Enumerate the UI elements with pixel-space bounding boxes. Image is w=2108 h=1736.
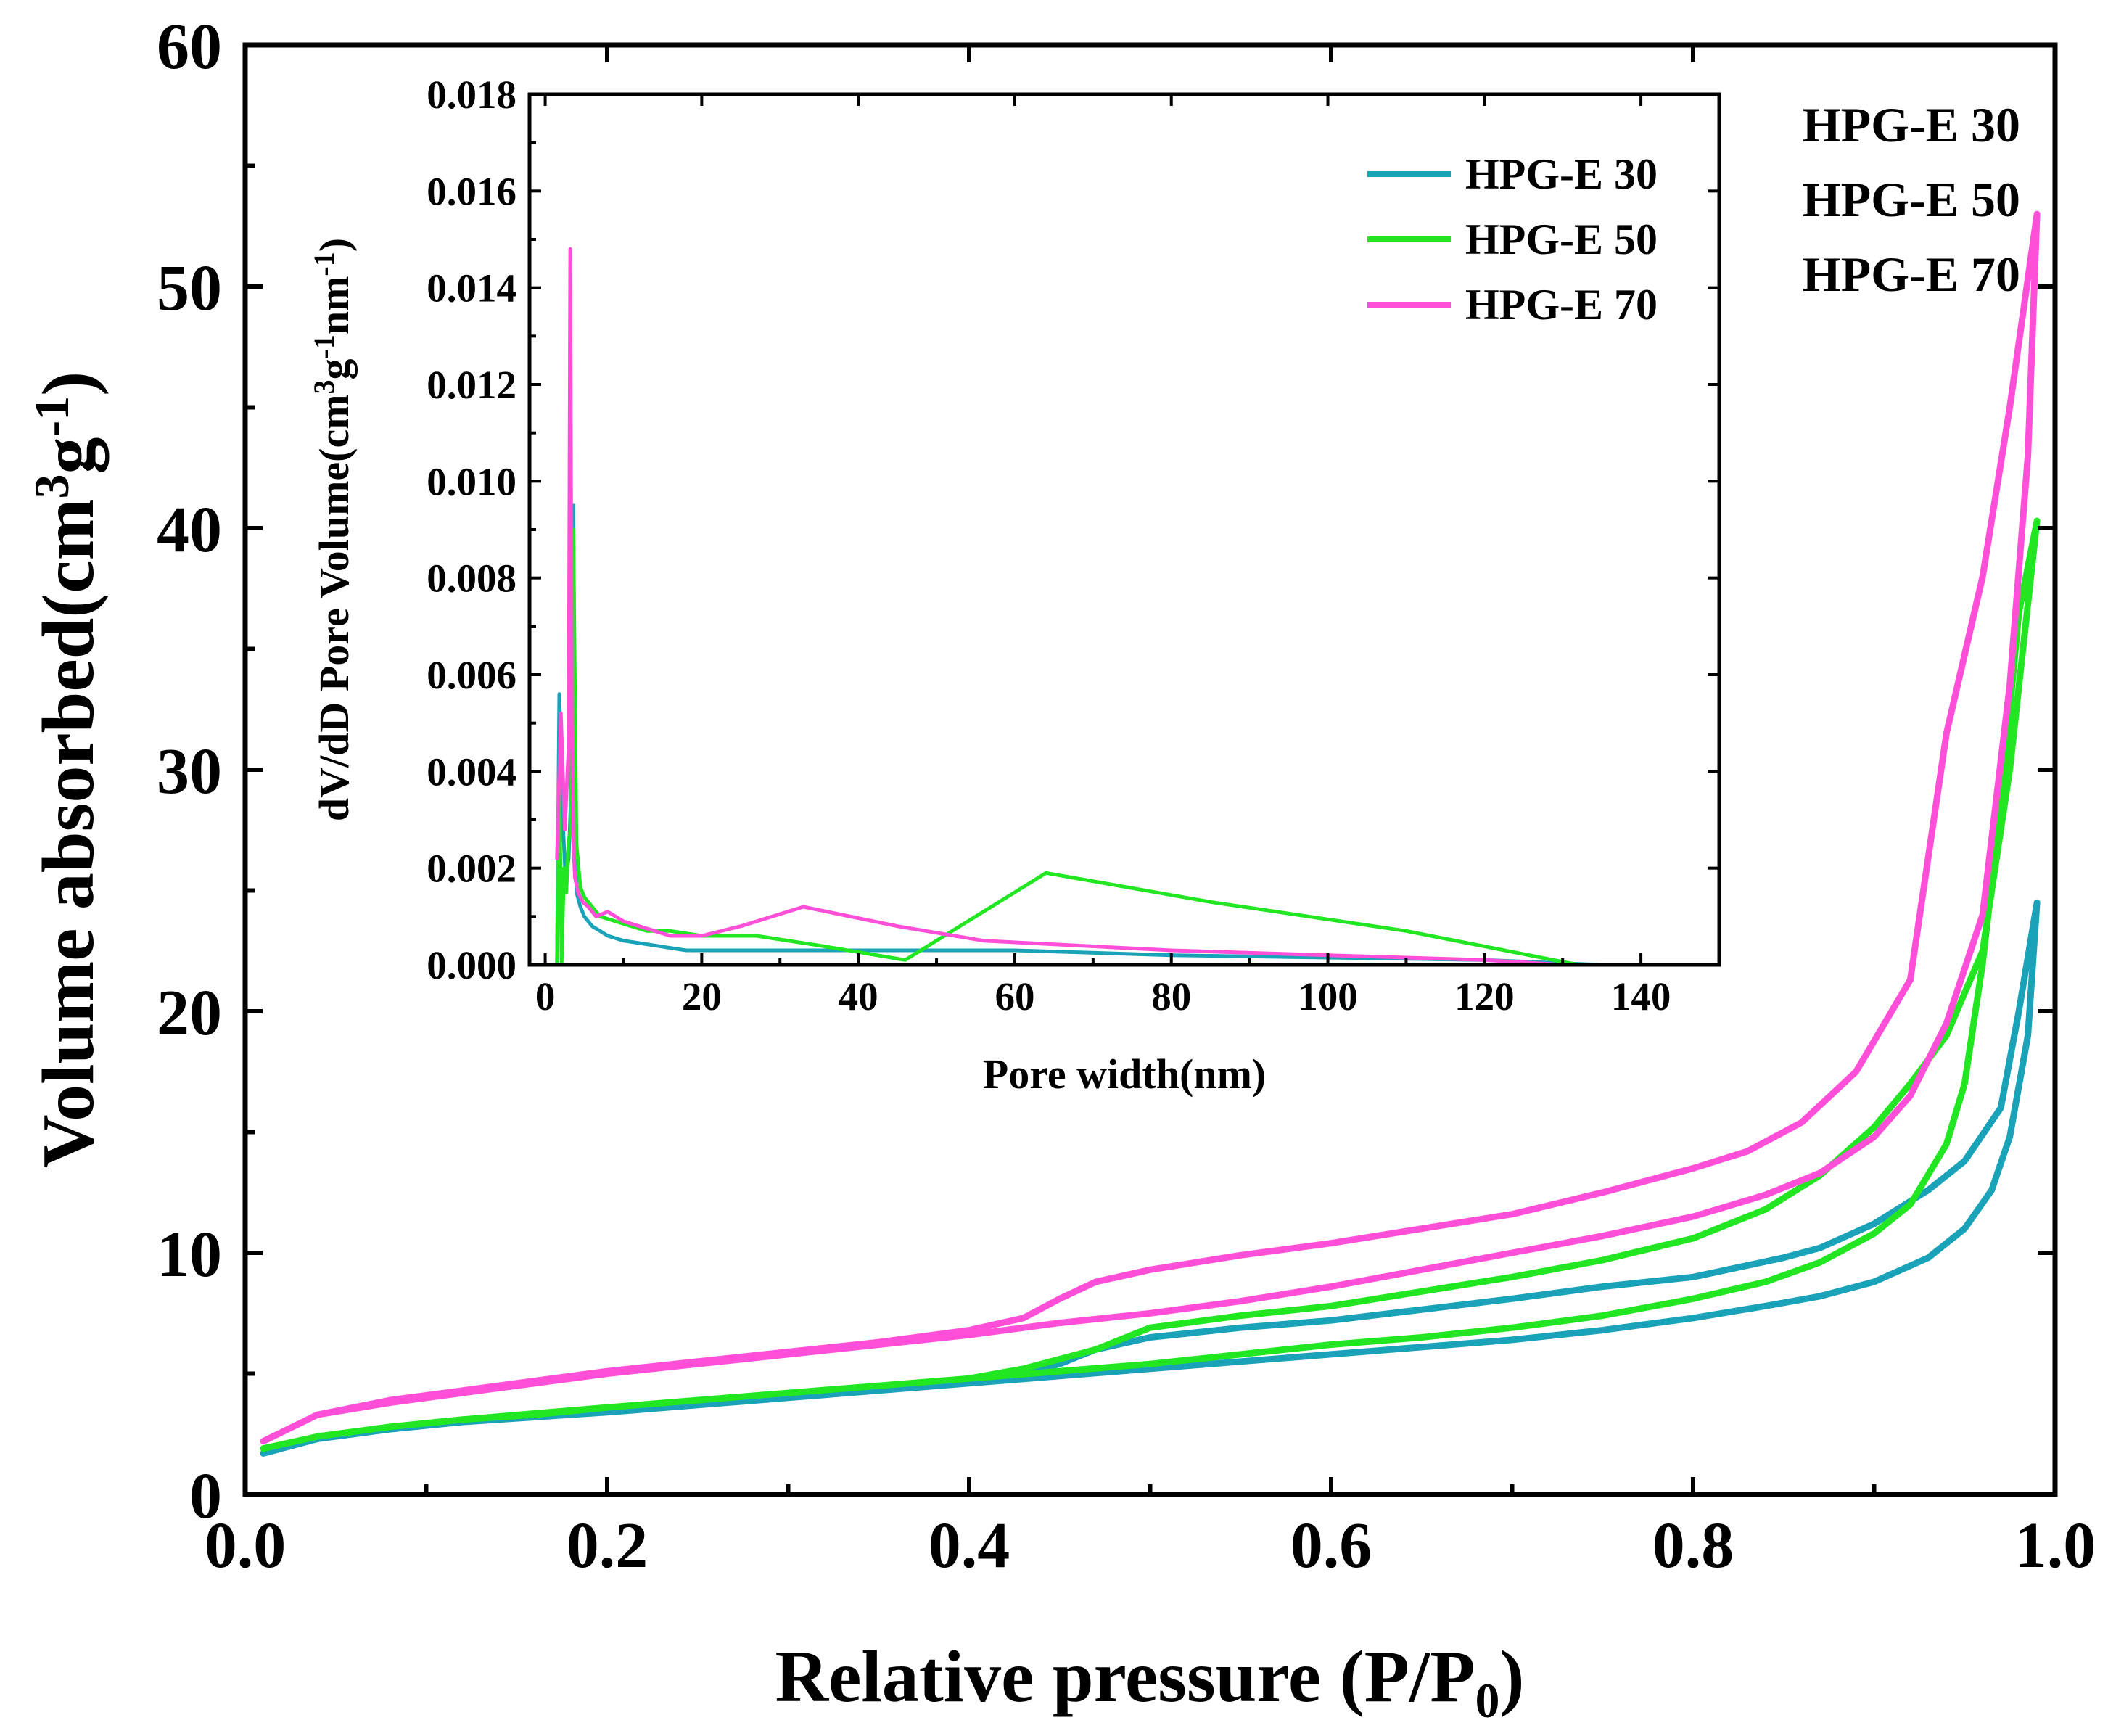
main-series-group [260, 210, 2041, 1457]
main-y-tick-label: 20 [157, 977, 222, 1049]
inset-legend: HPG-E 30 HPG-E 50 HPG-E 70 [1367, 150, 1658, 329]
main-x-tick-label: 0.2 [567, 1510, 649, 1581]
main-x-tick-label: 0.4 [929, 1510, 1010, 1581]
main-y-tick-label: 40 [157, 494, 222, 566]
main-y-tick-label: 0 [189, 1460, 222, 1532]
main-y-tick-label: 30 [157, 736, 222, 807]
inset-x-tick-label: 120 [1454, 974, 1515, 1019]
inset-series-line-hpg-e-70 [555, 247, 1565, 967]
legend-label-hpg-e-50: HPG-E 50 [1465, 215, 1658, 263]
main-x-tick-label: 0.8 [1652, 1510, 1734, 1581]
inset-x-axis-title: Pore width(nm) [983, 1050, 1266, 1098]
inset-x-tick-label: 100 [1298, 974, 1358, 1019]
inset-x-tick-label: 80 [1151, 974, 1191, 1019]
main-y-tick-label: 50 [157, 252, 222, 324]
inset-y-tick-label: 0.002 [427, 847, 516, 891]
side-label-hpg-e-70: HPG-E 70 [1803, 247, 2020, 302]
inset-background [530, 94, 1719, 965]
inset-y-tick-label: 0.016 [427, 169, 516, 213]
main-x-tick-label: 1.0 [2014, 1510, 2096, 1581]
main-x-axis-title: Relative pressure (P/P0) [775, 1636, 1525, 1728]
legend-label-hpg-e-30: HPG-E 30 [1465, 150, 1658, 198]
inset-x-tick-label: 140 [1611, 974, 1671, 1019]
inset-tick-labels-group: 0 20 40 60 80 100 120 140 0.000 0.002 0.004 0.006 0.… [427, 73, 1671, 1019]
inset-y-tick-label: 0.004 [427, 749, 516, 794]
inset-y-tick-label: 0.014 [427, 266, 516, 310]
side-label-hpg-e-30: HPG-E 30 [1803, 97, 2020, 152]
inset-y-tick-label: 0.008 [427, 556, 516, 601]
inset-y-tick-label: 0.010 [427, 459, 516, 503]
main-x-tick-label: 0.0 [205, 1510, 287, 1581]
inset-x-tick-label: 40 [839, 974, 878, 1019]
main-y-axis-title: Volume absorbed(cm3g-1) [24, 371, 110, 1168]
main-ticks-group [243, 43, 2057, 1497]
inset-y-tick-label: 0.000 [427, 943, 516, 987]
main-y-tick-label: 60 [157, 11, 222, 83]
inset-ticks-group [530, 93, 1719, 966]
legend-label-hpg-e-70: HPG-E 70 [1465, 281, 1658, 329]
inset-x-tick-label: 20 [682, 974, 722, 1019]
inset-y-tick-label: 0.012 [427, 363, 516, 407]
inset-y-axis-title: dV/dD Pore Volume(cm3g-1nm-1) [308, 238, 358, 821]
main-x-tick-label: 0.6 [1290, 1510, 1372, 1581]
inset-series-group [555, 247, 1604, 967]
main-y-tick-label: 10 [157, 1219, 222, 1291]
inset-x-tick-label: 0 [535, 974, 556, 1019]
inset-y-tick-label: 0.018 [427, 73, 516, 117]
inset-x-tick-label: 60 [995, 974, 1034, 1019]
inset-y-tick-label: 0.006 [427, 653, 516, 697]
main-series-line-hpg-e-70 [260, 210, 2041, 1445]
side-label-hpg-e-50: HPG-E 50 [1803, 172, 2020, 227]
main-tick-labels-group: 0.0 0.2 0.4 0.6 0.8 1.0 0 10 20 30 40 50 60 [157, 11, 2096, 1581]
